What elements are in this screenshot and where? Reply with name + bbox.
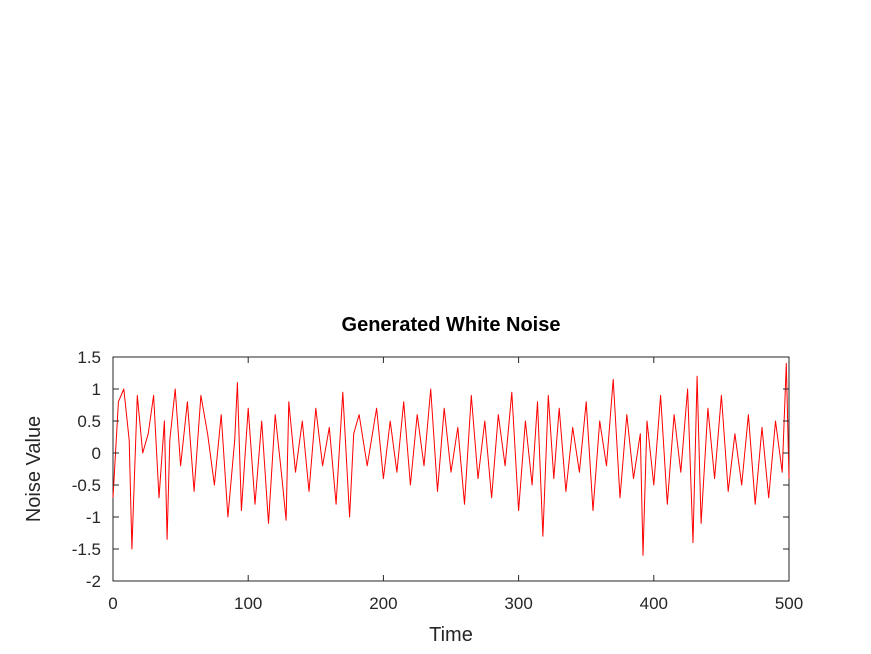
x-tick-label: 300 — [504, 594, 532, 613]
y-tick-label: 1 — [92, 380, 101, 399]
noise-series-line — [112, 362, 790, 556]
x-tick-label: 500 — [775, 594, 803, 613]
x-tick-label: 0 — [108, 594, 117, 613]
y-tick-label: -2 — [86, 572, 101, 591]
x-axis-label: Time — [429, 624, 473, 646]
y-tick-label: 1.5 — [77, 348, 101, 367]
y-tick-label: -1.5 — [72, 540, 101, 559]
y-tick-label: 0 — [92, 444, 101, 463]
chart-title: Generated White Noise — [342, 314, 561, 336]
x-tick-label: 200 — [369, 594, 397, 613]
y-tick-label: -1 — [86, 508, 101, 527]
x-tick-label: 100 — [234, 594, 262, 613]
y-tick-label: 0.5 — [77, 412, 101, 431]
y-axis-label: Noise Value — [23, 416, 45, 522]
series-layer — [112, 362, 790, 556]
y-tick-label: -0.5 — [72, 476, 101, 495]
y-axis: -2 -1.5 -1 -0.5 0 0.5 1 1.5 — [72, 348, 789, 591]
x-axis: 0 100 200 300 400 500 — [108, 357, 803, 613]
x-tick-label: 400 — [640, 594, 668, 613]
